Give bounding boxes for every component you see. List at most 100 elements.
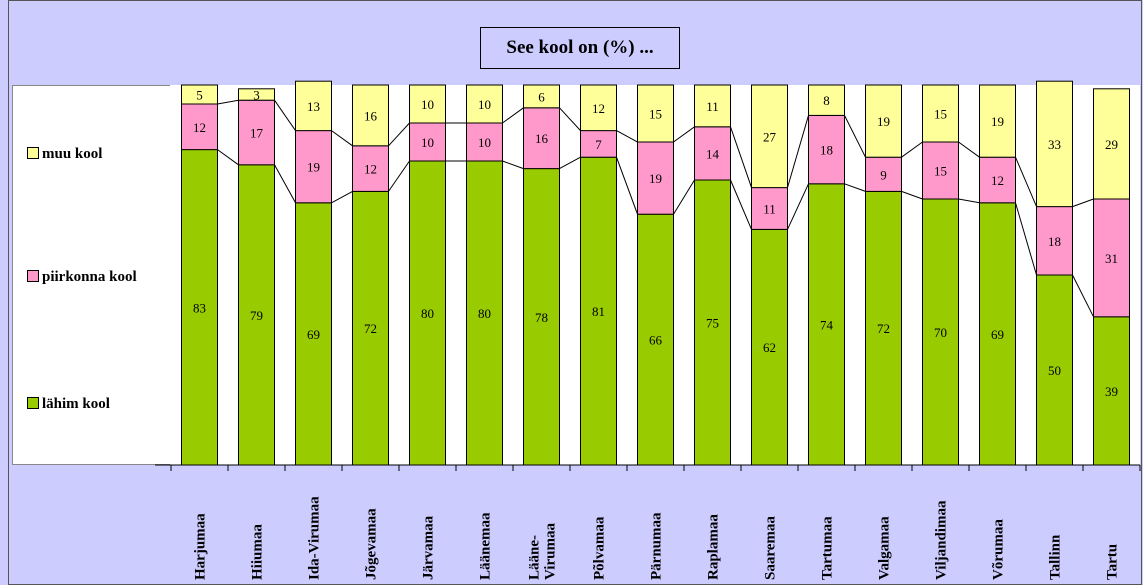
bar-lahim-kool-vorumaa xyxy=(979,202,1016,466)
data-label-lahim-kool-jogevamaa: 72 xyxy=(364,321,377,336)
legend: muu kool piirkonna kool lähim kool xyxy=(12,85,172,465)
x-label-harjumaa: Harjumaa xyxy=(193,513,209,580)
bar-lahim-kool-parnumaa xyxy=(637,213,674,466)
connector-line-1-7 xyxy=(616,157,638,215)
bar-piirkonna-kool-tallinn xyxy=(1036,206,1073,276)
connector-line-1-13 xyxy=(958,198,980,204)
connector-line-2-12 xyxy=(901,141,923,158)
data-label-muu-kool-polvamaa: 12 xyxy=(592,101,605,116)
data-label-lahim-kool-laane-virumaa: 78 xyxy=(535,310,548,325)
data-label-piirkonna-kool-vorumaa: 12 xyxy=(991,173,1004,188)
bar-piirkonna-kool-harjumaa xyxy=(181,103,218,151)
data-label-muu-kool-laane-virumaa: 6 xyxy=(538,89,545,104)
data-label-lahim-kool-tallinn: 50 xyxy=(1048,363,1061,378)
bars xyxy=(181,80,1130,466)
connector-line-1-3 xyxy=(388,160,410,192)
data-label-muu-kool-viljandimaa: 15 xyxy=(934,107,947,122)
bar-muu-kool-harjumaa xyxy=(181,84,218,105)
bar-piirkonna-kool-vorumaa xyxy=(979,156,1016,204)
data-label-piirkonna-kool-valgamaa: 9 xyxy=(880,167,887,182)
data-label-muu-kool-jarvamaa: 10 xyxy=(421,97,434,112)
bar-muu-kool-hiiumaa xyxy=(238,88,275,101)
bar-lahim-kool-laane-virumaa xyxy=(523,168,560,466)
data-label-lahim-kool-harjumaa: 83 xyxy=(193,300,206,315)
data-label-piirkonna-kool-tartu: 31 xyxy=(1105,251,1118,266)
data-label-piirkonna-kool-jogevamaa: 12 xyxy=(364,162,377,177)
connector-line-2-7 xyxy=(616,130,638,143)
data-label-piirkonna-kool-laanemaa: 10 xyxy=(478,135,491,150)
connector-line-1-6 xyxy=(559,156,581,170)
connector-line-2-10 xyxy=(787,115,809,188)
legend-item-lahim-kool: lähim kool xyxy=(27,396,110,413)
legend-swatch-muu-kool xyxy=(27,147,39,159)
x-label-tallinn: Tallinn xyxy=(1048,534,1064,580)
bar-lahim-kool-raplamaa xyxy=(694,179,731,466)
connector-line-2-9 xyxy=(730,126,752,188)
connector-line-1-5 xyxy=(502,160,524,170)
series-connector-lines xyxy=(217,99,1094,318)
connector-line-2-1 xyxy=(274,99,296,131)
data-label-piirkonna-kool-laane-virumaa: 16 xyxy=(535,131,549,146)
bar-muu-kool-tallinn xyxy=(1036,80,1073,208)
bar-piirkonna-kool-jarvamaa xyxy=(409,122,446,162)
data-label-lahim-kool-tartumaa: 74 xyxy=(820,317,834,332)
bar-piirkonna-kool-viljandimaa xyxy=(922,141,959,200)
data-label-muu-kool-jogevamaa: 16 xyxy=(364,108,378,123)
legend-label-lahim-kool: lähim kool xyxy=(42,396,110,412)
connector-line-1-11 xyxy=(844,183,866,192)
data-label-piirkonna-kool-tallinn: 18 xyxy=(1048,234,1061,249)
x-label-hiiumaa: Hiiumaa xyxy=(250,524,266,580)
x-axis-labels: Harjumaa Hiiumaa Ida-Virumaa Jõgevamaa Järva… xyxy=(193,496,1121,580)
bar-muu-kool-tartu xyxy=(1093,88,1130,200)
x-label-laanemaa: Läänemaa xyxy=(478,512,494,580)
data-label-lahim-kool-laanemaa: 80 xyxy=(478,306,491,321)
data-label-muu-kool-tartumaa: 8 xyxy=(823,93,830,108)
x-label-polvamaa: Põlvamaa xyxy=(592,516,608,580)
bar-piirkonna-kool-valgamaa xyxy=(865,156,902,192)
bar-muu-kool-raplamaa xyxy=(694,84,731,128)
bar-piirkonna-kool-saaremaa xyxy=(751,187,788,230)
bar-muu-kool-jogevamaa xyxy=(352,84,389,147)
bar-muu-kool-vorumaa xyxy=(979,84,1016,158)
bar-muu-kool-tartumaa xyxy=(808,84,845,116)
bar-muu-kool-laane-virumaa xyxy=(523,84,560,109)
connector-line-2-15 xyxy=(1072,198,1094,208)
data-label-piirkonna-kool-viljandimaa: 15 xyxy=(934,164,947,179)
data-label-muu-kool-laanemaa: 10 xyxy=(478,97,491,112)
data-label-lahim-kool-viljandimaa: 70 xyxy=(934,325,947,340)
data-label-lahim-kool-tartu: 39 xyxy=(1105,384,1118,399)
connector-line-1-9 xyxy=(730,179,752,230)
data-label-muu-kool-parnumaa: 15 xyxy=(649,107,662,122)
x-label-saaremaa: Saaremaa xyxy=(763,516,779,580)
x-axis-ticks xyxy=(170,465,1141,471)
data-label-lahim-kool-saaremaa: 62 xyxy=(763,340,776,355)
data-label-lahim-kool-jarvamaa: 80 xyxy=(421,306,434,321)
connector-line-2-8 xyxy=(673,126,695,143)
x-label-valgamaa: Valgamaa xyxy=(877,516,893,580)
data-label-muu-kool-raplamaa: 11 xyxy=(706,99,719,114)
chart-title: See kool on (%) ... xyxy=(480,27,680,69)
bar-piirkonna-kool-jogevamaa xyxy=(352,145,389,192)
data-label-muu-kool-harjumaa: 5 xyxy=(196,88,203,103)
connector-line-1-12 xyxy=(901,190,923,200)
data-label-piirkonna-kool-hiiumaa: 17 xyxy=(250,126,264,141)
bar-muu-kool-viljandimaa xyxy=(922,84,959,143)
data-label-piirkonna-kool-polvamaa: 7 xyxy=(595,137,602,152)
bar-lahim-kool-hiiumaa xyxy=(238,164,275,466)
connector-line-1-14 xyxy=(1015,202,1037,276)
x-label-laane-virumaa: Lääne-Virumaa xyxy=(527,523,559,580)
legend-swatch-piirkonna-kool xyxy=(27,270,39,282)
connector-line-2-3 xyxy=(388,122,410,147)
data-label-muu-kool-vorumaa: 19 xyxy=(991,114,1004,129)
bar-piirkonna-kool-hiiumaa xyxy=(238,99,275,166)
data-label-muu-kool-tartu: 29 xyxy=(1105,137,1118,152)
bar-muu-kool-laanemaa xyxy=(466,84,503,124)
legend-item-piirkonna-kool: piirkonna kool xyxy=(27,269,137,286)
connector-line-2-2 xyxy=(331,130,353,147)
data-label-lahim-kool-raplamaa: 75 xyxy=(706,316,719,331)
connector-line-2-6 xyxy=(559,107,581,131)
data-label-lahim-kool-parnumaa: 66 xyxy=(649,333,663,348)
data-label-lahim-kool-hiiumaa: 79 xyxy=(250,308,263,323)
connector-line-1-0 xyxy=(217,149,239,166)
x-label-vorumaa: Võrumaa xyxy=(991,519,1007,580)
